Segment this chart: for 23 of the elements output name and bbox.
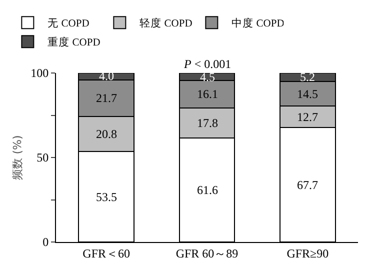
data-label: 61.6 xyxy=(197,183,218,197)
x-tick-label: GFR≥90 xyxy=(286,246,329,260)
y-axis-title: 频数 (%) xyxy=(11,135,24,180)
y-tick-label: 100 xyxy=(30,66,49,80)
data-label: 17.8 xyxy=(197,116,218,130)
data-label: 20.8 xyxy=(96,127,117,141)
data-label: 5.2 xyxy=(300,70,315,84)
y-tick-label: 50 xyxy=(36,150,49,165)
data-label: 14.5 xyxy=(297,87,318,101)
x-tick-label: GFR＜60 xyxy=(82,246,130,260)
legend-label: 无 COPD xyxy=(48,18,90,30)
y-tick-label: 0 xyxy=(42,235,49,250)
legend-label: 重度 COPD xyxy=(48,36,101,49)
data-label: 21.7 xyxy=(96,91,117,105)
data-label: 53.5 xyxy=(96,190,117,204)
legend-label: 中度 COPD xyxy=(232,16,285,30)
data-label: 12.7 xyxy=(297,110,318,124)
data-label: 67.7 xyxy=(297,178,318,192)
x-tick-label: GFR 60～89 xyxy=(176,246,238,260)
data-label: 16.1 xyxy=(197,87,218,101)
text: P < 0.001 xyxy=(183,57,232,71)
data-label: 4.5 xyxy=(200,70,215,84)
legend-label: 轻度 COPD xyxy=(140,16,193,30)
